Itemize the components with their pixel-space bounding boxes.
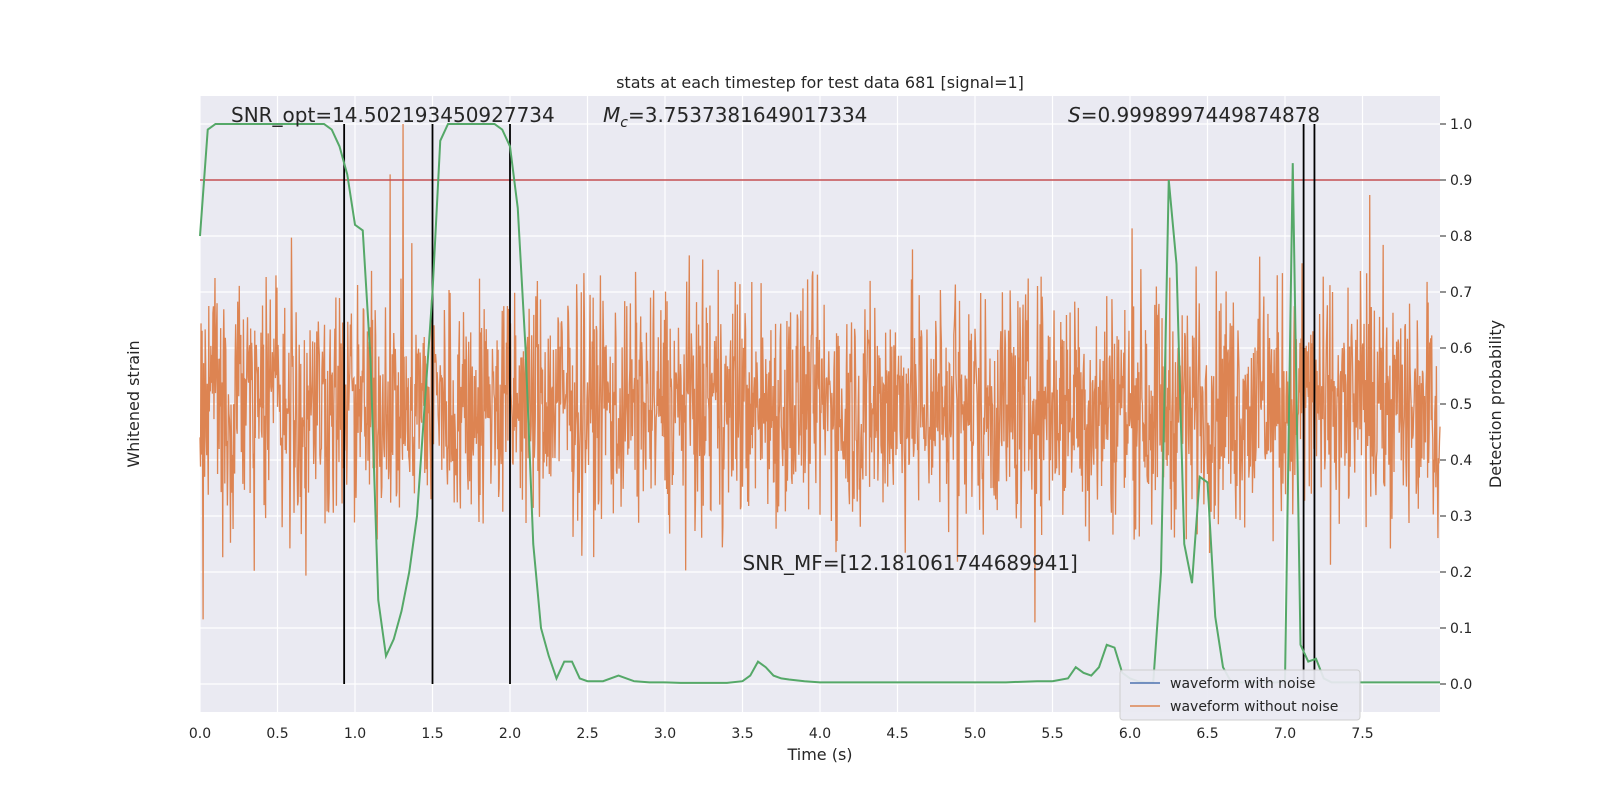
y-tick-label: 0.3 (1450, 509, 1472, 525)
annotation-text: Mc=3.7537381649017334 (603, 103, 867, 131)
x-axis-ticks: 0.0 0.5 1.0 1.5 2.0 2.5 3.0 3.5 4.0 4.5 5.0 5.5 6.0 6… (189, 726, 1374, 742)
y-tick-label: 0.0 (1450, 677, 1472, 693)
x-tick-label: 7.0 (1274, 726, 1296, 742)
y-tick-label: 0.1 (1450, 621, 1472, 637)
legend-box (1119, 669, 1361, 721)
y-tick-label: 0.8 (1450, 229, 1472, 245)
x-tick-label: 7.5 (1351, 726, 1373, 742)
annotation-text: SNR_MF=[12.181061744689941] (743, 551, 1078, 575)
x-tick-label: 1.0 (344, 726, 366, 742)
x-tick-label: 3.5 (731, 726, 753, 742)
x-tick-label: 6.5 (1196, 726, 1218, 742)
x-tick-label: 6.0 (1119, 726, 1141, 742)
x-tick-label: 2.0 (499, 726, 521, 742)
reference-lines (200, 124, 1440, 684)
x-tick-label: 0.5 (266, 726, 288, 742)
annotation-text: S=0.9998997449874878 (1068, 103, 1320, 127)
y-tick-label: 0.5 (1450, 397, 1472, 413)
y-tick-label: 1.0 (1450, 117, 1472, 133)
x-tick-label: 4.5 (886, 726, 908, 742)
y-tick-label: 0.6 (1450, 341, 1472, 357)
strain-series (199, 123, 1441, 623)
y-tick-label: 0.7 (1450, 285, 1472, 301)
x-tick-label: 3.0 (654, 726, 676, 742)
y-left-axis-label: Whitened strain (124, 340, 143, 467)
x-axis-label: Time (s) (786, 745, 852, 764)
legend-label-waveform-without-noise: waveform without noise (1170, 699, 1338, 715)
annotations: SNR_opt=14.502193450927734 Mc=3.753738164… (231, 103, 1320, 575)
legend: waveform with noise waveform without noi… (1119, 669, 1361, 721)
x-tick-label: 4.0 (809, 726, 831, 742)
x-tick-label: 1.5 (421, 726, 443, 742)
legend-label-waveform-with-noise: waveform with noise (1170, 676, 1315, 692)
y-right-axis-label: Detection probability (1486, 320, 1505, 488)
x-tick-label: 5.5 (1041, 726, 1063, 742)
y-tick-label: 0.9 (1450, 173, 1472, 189)
x-tick-label: 0.0 (189, 726, 211, 742)
y-tick-label: 0.4 (1450, 453, 1472, 469)
x-tick-label: 2.5 (576, 726, 598, 742)
annotation-text: SNR_opt=14.502193450927734 (231, 103, 555, 127)
y-right-axis-ticks: 0.0 0.1 0.2 0.3 0.4 0.5 0.6 0.7 0.8 0.9 1.0 (1440, 117, 1472, 693)
waveform-line (199, 123, 1441, 623)
chart-title: stats at each timestep for test data 681… (616, 73, 1024, 92)
y-tick-label: 0.2 (1450, 565, 1472, 581)
x-tick-label: 5.0 (964, 726, 986, 742)
